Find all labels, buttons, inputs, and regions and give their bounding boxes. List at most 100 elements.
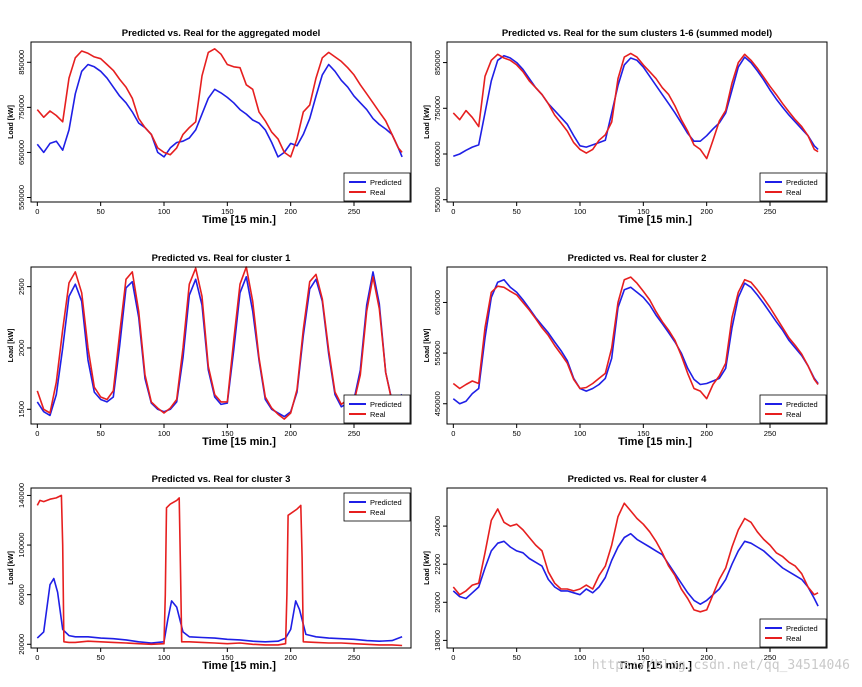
x-tick-label: 50 [96,207,104,216]
x-axis-label: Time [15 min.] [202,660,276,672]
x-tick-label: 250 [348,429,361,438]
chart-title: Predicted vs. Real for the sum clusters … [502,28,772,39]
x-axis-label: Time [15 min.] [618,436,692,448]
legend-box [759,172,827,202]
x-tick-label: 0 [451,207,455,216]
y-tick-label: 22000 [433,554,442,575]
x-tick-label: 250 [764,653,777,662]
legend-label-predicted: Predicted [370,498,402,507]
x-tick-label: 50 [512,653,520,662]
x-tick-label: 150 [637,429,650,438]
series-line-predicted [36,271,403,418]
series-line-predicted [452,532,819,607]
x-axis-label: Time [15 min.] [202,214,276,226]
x-tick-label: 0 [35,653,39,662]
y-tick-label: 60000 [17,584,26,605]
x-tick-label: 150 [637,207,650,216]
x-tick-label: 200 [284,653,297,662]
y-tick-label: 100000 [17,533,26,558]
chart-panel-6: Predicted vs. Real for cluster 4 0 50 100 15… [424,474,828,672]
y-axis-label: Load [kW] [424,329,431,363]
x-tick-label: 150 [221,429,234,438]
series-line-real [452,276,819,400]
x-tick-label: 150 [221,207,234,216]
x-tick-label: 150 [637,653,650,662]
plot-frame [30,487,412,649]
x-tick-label: 100 [158,653,171,662]
x-tick-label: 200 [700,429,713,438]
y-axis-label: Load [kW] [8,105,15,139]
legend-box [759,618,827,648]
x-tick-label: 100 [574,653,587,662]
chart-title: Predicted vs. Real for cluster 3 [152,474,291,485]
x-tick-label: 150 [221,653,234,662]
chart-panel-1: Predicted vs. Real for the aggregated mo… [8,28,412,226]
legend-label-predicted: Predicted [370,400,402,409]
x-tick-label: 50 [512,207,520,216]
y-tick-label: 450000 [433,391,442,416]
y-tick-label: 24000 [433,516,442,537]
x-tick-label: 200 [700,653,713,662]
series-line-predicted [36,63,403,158]
x-axis-label: Time [15 min.] [618,660,692,672]
chart-title: Predicted vs. Real for the aggregated mo… [122,28,321,39]
x-tick-label: 0 [451,429,455,438]
series-line-real [452,502,819,613]
y-tick-label: 1500 [17,401,26,418]
y-tick-label: 650000 [433,141,442,166]
x-tick-label: 0 [35,207,39,216]
legend-label-real: Real [370,508,386,517]
chart-panel-3: Predicted vs. Real for cluster 1 0 50 100 15… [8,253,412,448]
y-tick-label: 550000 [433,341,442,366]
y-axis-label: Load [kW] [8,329,15,363]
x-tick-label: 50 [96,429,104,438]
y-tick-label: 550000 [17,185,26,210]
y-axis-label: Load [kW] [424,105,431,139]
x-tick-label: 250 [348,653,361,662]
series-line-predicted [453,54,819,158]
legend-label-real: Real [370,410,386,419]
y-tick-label: 650000 [17,140,26,165]
series-line-predicted [452,278,819,405]
watermark: https://blog.csdn.net/qq_34514046 [591,658,850,673]
y-tick-label: 850000 [433,50,442,75]
x-axis-label: Time [15 min.] [618,214,692,226]
y-tick-label: 750000 [17,95,26,120]
series-line-real [36,266,403,420]
y-tick-label: 550000 [433,187,442,212]
legend-box [343,172,411,202]
x-tick-label: 0 [35,429,39,438]
series-line-real [452,52,819,160]
chart-title: Predicted vs. Real for cluster 4 [568,474,708,485]
chart-panel-2: Predicted vs. Real for the sum clusters … [424,28,828,226]
x-tick-label: 100 [574,207,587,216]
x-tick-label: 100 [158,429,171,438]
y-tick-label: 20000 [17,634,26,655]
y-tick-label: 20000 [433,592,442,613]
chart-panel-4: Predicted vs. Real for cluster 2 0 50 100 15… [424,253,828,448]
legend-box [343,492,411,522]
legend-label-predicted: Predicted [370,178,402,187]
y-tick-label: 140000 [17,483,26,508]
y-tick-label: 650000 [433,290,442,315]
legend-label-predicted: Predicted [786,400,818,409]
x-tick-label: 0 [451,653,455,662]
legend-label-real: Real [370,188,386,197]
x-tick-label: 250 [764,429,777,438]
x-tick-label: 50 [96,653,104,662]
series-line-predicted [36,577,403,644]
chart-panel-5: Predicted vs. Real for cluster 3 0 50 100 15… [8,474,412,672]
chart-title: Predicted vs. Real for cluster 1 [152,253,292,264]
y-tick-label: 18000 [433,630,442,651]
y-tick-label: 2500 [17,278,26,295]
y-axis-label: Load [kW] [424,551,431,585]
series-line-real [36,47,403,158]
x-tick-label: 250 [348,207,361,216]
plot-frame [446,266,828,425]
x-tick-label: 200 [284,207,297,216]
legend-label-real: Real [786,410,802,419]
